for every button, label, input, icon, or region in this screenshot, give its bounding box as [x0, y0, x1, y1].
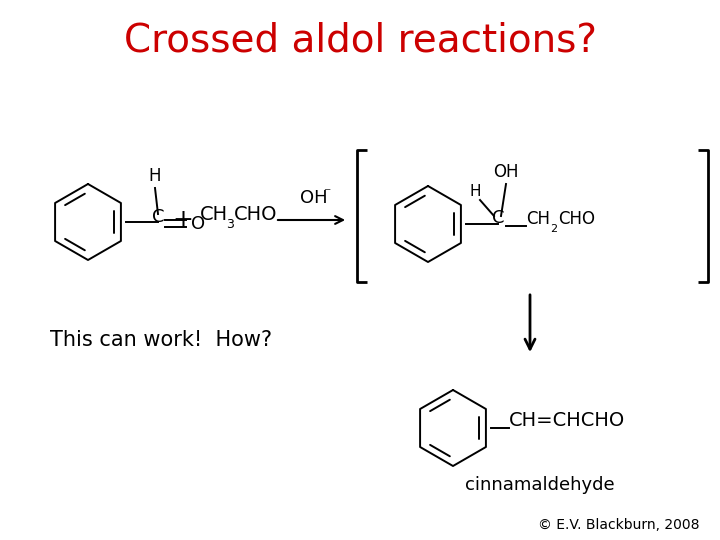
Text: H: H	[469, 185, 481, 199]
Text: CHO: CHO	[558, 210, 595, 228]
Text: CH: CH	[526, 210, 550, 228]
Text: Crossed aldol reactions?: Crossed aldol reactions?	[124, 21, 596, 59]
Text: OH: OH	[300, 189, 328, 207]
Text: H: H	[149, 167, 161, 185]
Text: C: C	[152, 208, 164, 226]
Text: © E.V. Blackburn, 2008: © E.V. Blackburn, 2008	[539, 518, 700, 532]
Text: C: C	[492, 209, 504, 227]
Text: O: O	[191, 215, 205, 233]
Text: ⁻: ⁻	[323, 186, 330, 200]
Text: This can work!  How?: This can work! How?	[50, 330, 272, 350]
Text: +: +	[173, 208, 194, 232]
Text: CHO: CHO	[234, 205, 277, 224]
Text: 3: 3	[226, 218, 234, 231]
Text: 2: 2	[550, 224, 557, 234]
Text: OH: OH	[493, 163, 518, 181]
Text: CH=CHCHO: CH=CHCHO	[509, 411, 625, 430]
Text: cinnamaldehyde: cinnamaldehyde	[465, 476, 615, 494]
Text: CH: CH	[200, 205, 228, 224]
